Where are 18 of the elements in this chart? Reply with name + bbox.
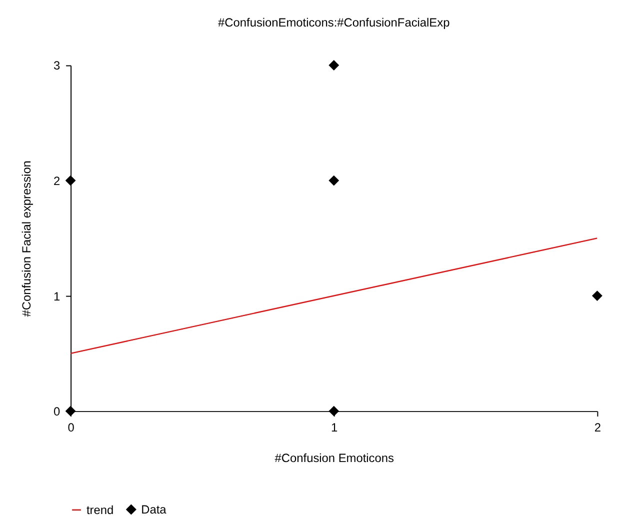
legend-label: Data (141, 502, 167, 516)
point (328, 406, 340, 416)
x-tick-label: 2 (594, 420, 602, 434)
x-tick-label: 1 (331, 420, 338, 434)
point (65, 406, 76, 416)
y-tick-label: 2 (53, 174, 60, 188)
y-tick-label: 1 (53, 289, 60, 304)
point (65, 175, 76, 186)
x-tick-label: 0 (68, 420, 75, 434)
y-tick-label: 3 (53, 58, 60, 73)
x-axis-title: #Confusion Emoticons (274, 451, 394, 466)
legend-label: trend (86, 502, 114, 517)
chart-title: #ConfusionEmoticons:#ConfusionFacialExp (218, 16, 450, 30)
point (328, 175, 340, 186)
y-tick-label: 0 (53, 404, 60, 419)
point (592, 290, 602, 302)
point (328, 60, 340, 70)
y-axis-title: #Confusion Facial expression (20, 160, 34, 317)
